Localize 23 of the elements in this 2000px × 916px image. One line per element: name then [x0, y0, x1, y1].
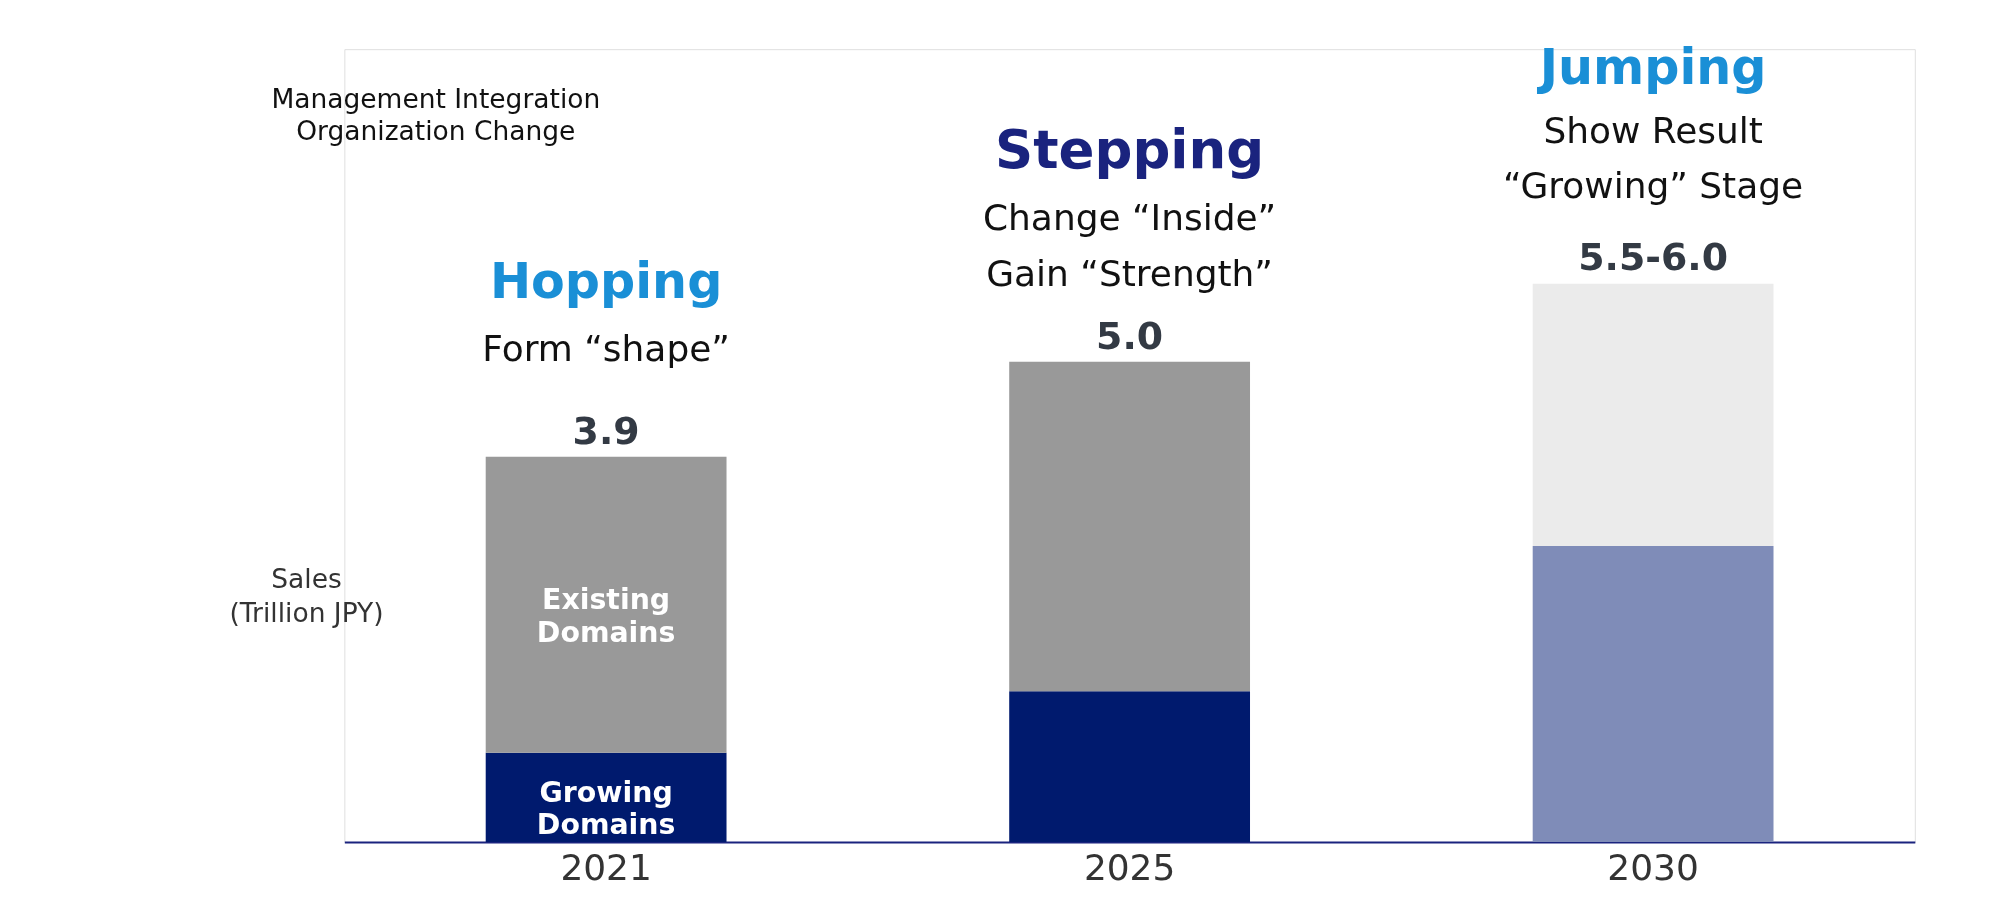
text: Stepping — [995, 119, 1265, 181]
text: Show Result — [1543, 109, 1763, 151]
series-label: Existing Domains — [536, 583, 676, 649]
annotation: Form “shape” — [482, 327, 730, 369]
text: Jumping — [1536, 38, 1767, 97]
bar — [485, 456, 727, 753]
bar — [1009, 361, 1251, 692]
text: “Growing” Stage — [1503, 165, 1804, 207]
text: Change “Inside” — [982, 197, 1277, 239]
x-tick-label: 2021 — [560, 847, 652, 889]
annotation: 5.5-6.0 — [1578, 235, 1728, 280]
x-tick-label: 2025 — [1083, 847, 1176, 889]
series-label: Growing Domains — [536, 776, 676, 842]
text: Management Integration Organization Change — [271, 83, 601, 147]
y-axis-title: Sales (Trillion JPY) — [229, 562, 384, 628]
x-tick-label: 2030 — [1607, 847, 1699, 889]
bar — [1532, 546, 1774, 842]
annotation: Hopping — [489, 252, 723, 311]
bar — [1532, 283, 1774, 547]
annotation: 5.0 — [1096, 313, 1164, 358]
annotation: Gain “Strength” — [986, 252, 1273, 294]
annotation: 3.9 — [572, 408, 640, 453]
bar — [1009, 691, 1251, 842]
